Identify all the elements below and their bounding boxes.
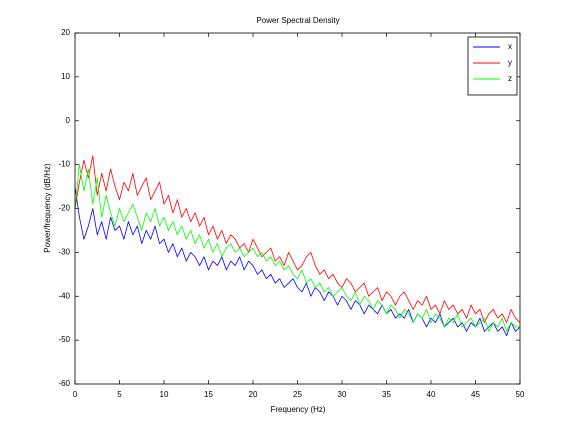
y-axis-label: Power/frequency (dB/Hz) — [43, 163, 52, 253]
x-tick-label: 30 — [338, 390, 347, 399]
y-tick-label: 20 — [61, 28, 70, 37]
y-tick-label: 0 — [66, 116, 71, 125]
series-line — [74, 186, 521, 337]
x-tick-label: 0 — [73, 390, 78, 399]
y-tick-label: -20 — [58, 204, 70, 213]
x-tick-label: 35 — [382, 390, 391, 399]
y-tick-label: -10 — [58, 160, 70, 169]
series-line — [74, 164, 520, 332]
legend-label: x — [508, 42, 512, 51]
y-tick-label: -40 — [58, 291, 70, 300]
x-tick-label: 25 — [293, 390, 302, 399]
y-tick-label: -60 — [58, 379, 70, 388]
y-tick-label: 10 — [61, 72, 70, 81]
y-tick-label: -30 — [58, 247, 70, 256]
x-tick-label: 20 — [249, 390, 258, 399]
chart-title: Power Spectral Density — [256, 16, 339, 25]
y-tick-label: -50 — [58, 335, 70, 344]
series-line — [74, 155, 521, 323]
x-tick-label: 15 — [204, 390, 213, 399]
x-tick-label: 50 — [516, 390, 525, 399]
x-tick-label: 5 — [117, 390, 122, 399]
x-axis-label: Frequency (Hz) — [270, 405, 325, 414]
plot-frame — [74, 32, 521, 385]
x-tick-label: 40 — [427, 390, 436, 399]
legend-label: z — [508, 74, 512, 83]
x-tick-label: 10 — [160, 390, 169, 399]
x-tick-label: 45 — [471, 390, 480, 399]
legend-label: y — [508, 58, 512, 67]
